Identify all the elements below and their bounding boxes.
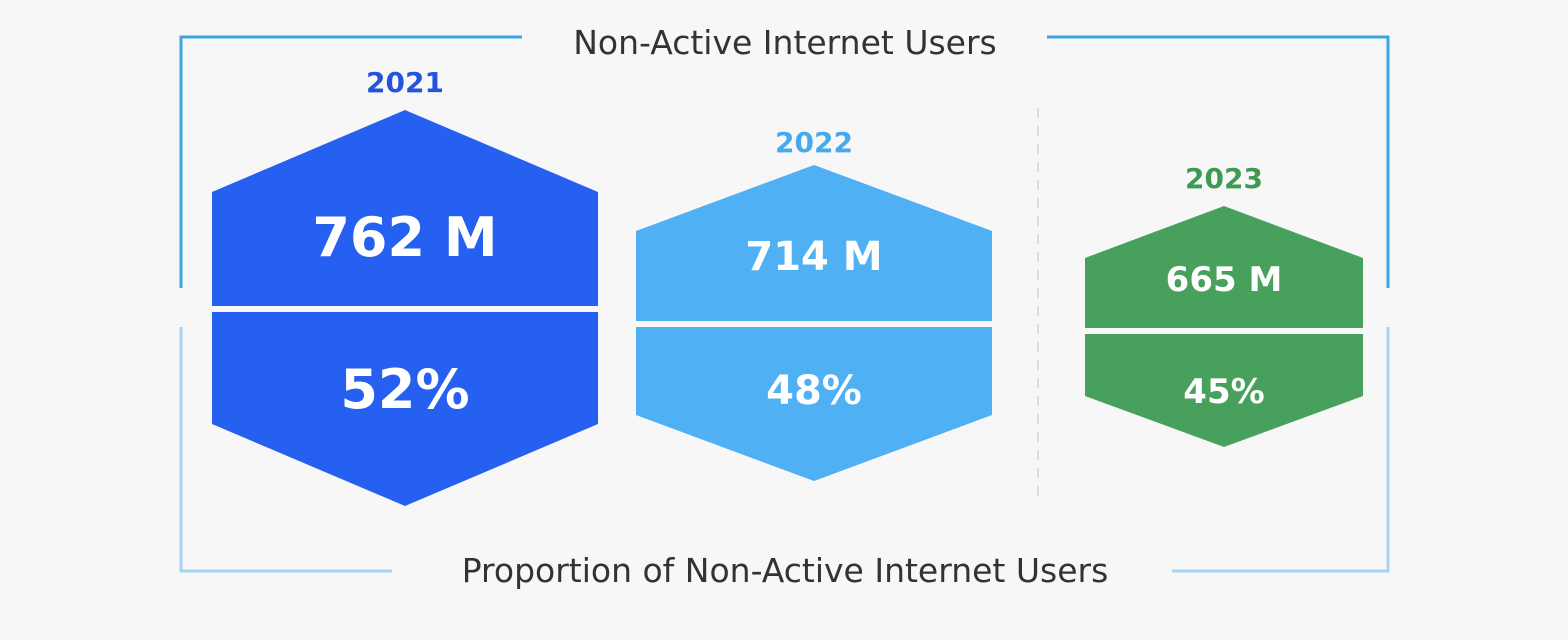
hexagon-2023-top bbox=[1085, 206, 1363, 328]
hexagon-2021-top bbox=[212, 110, 598, 306]
bottom-frame-right bbox=[1172, 327, 1390, 573]
hexagon-2021-bottom bbox=[212, 312, 598, 506]
year-2021-label: 2021 bbox=[366, 66, 444, 99]
title-bottom: Proportion of Non-Active Internet Users bbox=[462, 551, 1109, 590]
top-frame-left bbox=[179, 35, 522, 288]
hexagon-2022: 2022 714 M 48% bbox=[636, 126, 992, 481]
year-2022-label: 2022 bbox=[775, 126, 853, 159]
percent-2022-value: 48% bbox=[766, 368, 862, 414]
percent-2021-value: 52% bbox=[340, 358, 469, 421]
percent-2023-value: 45% bbox=[1183, 372, 1264, 412]
users-2023-value: 665 M bbox=[1166, 260, 1283, 300]
year-2023-label: 2023 bbox=[1185, 162, 1263, 195]
hexagon-2021: 2021 762 M 52% bbox=[212, 66, 598, 506]
hexagon-2023-bottom bbox=[1085, 334, 1363, 447]
users-2022-value: 714 M bbox=[745, 234, 882, 280]
bottom-frame-left bbox=[179, 327, 392, 573]
top-frame-right bbox=[1047, 35, 1390, 288]
title-top: Non-Active Internet Users bbox=[573, 23, 996, 62]
hexagon-2022-top bbox=[636, 165, 992, 321]
hexagon-2022-bottom bbox=[636, 327, 992, 481]
hexagon-2023: 2023 665 M 45% bbox=[1085, 162, 1363, 447]
users-2021-value: 762 M bbox=[312, 206, 497, 269]
